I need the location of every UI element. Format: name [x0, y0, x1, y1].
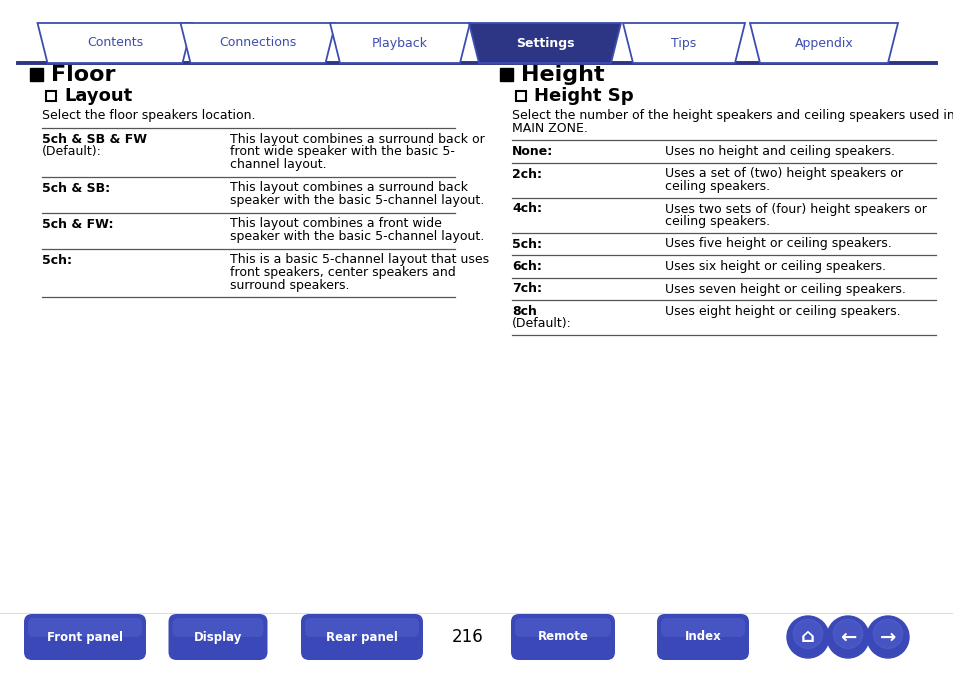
Text: front wide speaker with the basic 5-: front wide speaker with the basic 5- [230, 145, 455, 159]
Text: Uses seven height or ceiling speakers.: Uses seven height or ceiling speakers. [664, 283, 905, 295]
Circle shape [832, 619, 862, 649]
Text: 216: 216 [452, 628, 483, 646]
Text: This layout combines a surround back or: This layout combines a surround back or [230, 133, 484, 146]
Text: This is a basic 5-channel layout that uses: This is a basic 5-channel layout that us… [230, 254, 489, 267]
Polygon shape [180, 23, 335, 63]
FancyBboxPatch shape [172, 618, 263, 637]
Text: This layout combines a surround back: This layout combines a surround back [230, 182, 468, 194]
FancyBboxPatch shape [515, 618, 610, 637]
Text: 7ch:: 7ch: [512, 283, 541, 295]
Text: 6ch:: 6ch: [512, 260, 541, 273]
Text: Rear panel: Rear panel [326, 631, 397, 643]
Text: Index: Index [684, 631, 720, 643]
Text: front speakers, center speakers and: front speakers, center speakers and [230, 266, 456, 279]
Text: Settings: Settings [516, 36, 574, 50]
Text: channel layout.: channel layout. [230, 158, 326, 171]
FancyBboxPatch shape [28, 618, 142, 637]
Text: Height: Height [520, 65, 604, 85]
Text: Appendix: Appendix [794, 36, 853, 50]
Text: Uses no height and ceiling speakers.: Uses no height and ceiling speakers. [664, 145, 894, 158]
Text: ←: ← [839, 627, 855, 647]
FancyBboxPatch shape [24, 614, 146, 660]
Circle shape [826, 616, 868, 658]
Text: This layout combines a front wide: This layout combines a front wide [230, 217, 441, 230]
Text: Connections: Connections [219, 36, 296, 50]
Text: (Default):: (Default): [42, 145, 102, 159]
Text: 8ch: 8ch [512, 305, 537, 318]
Text: Uses a set of (two) height speakers or: Uses a set of (two) height speakers or [664, 168, 902, 180]
Text: Tips: Tips [671, 36, 696, 50]
FancyBboxPatch shape [169, 614, 267, 660]
Text: 2ch:: 2ch: [512, 168, 541, 180]
Text: Select the number of the height speakers and ceiling speakers used in: Select the number of the height speakers… [512, 110, 953, 122]
Text: speaker with the basic 5-channel layout.: speaker with the basic 5-channel layout. [230, 230, 484, 243]
FancyBboxPatch shape [305, 618, 418, 637]
Text: Uses five height or ceiling speakers.: Uses five height or ceiling speakers. [664, 238, 891, 250]
Text: ceiling speakers.: ceiling speakers. [664, 180, 769, 193]
Bar [499, 68, 513, 81]
Text: 5ch:: 5ch: [42, 254, 71, 267]
Circle shape [793, 619, 821, 649]
Text: Layout: Layout [64, 87, 132, 105]
Text: 4ch:: 4ch: [512, 203, 541, 215]
Text: Remote: Remote [537, 631, 588, 643]
Text: 5ch & SB:: 5ch & SB: [42, 182, 110, 194]
Text: Uses eight height or ceiling speakers.: Uses eight height or ceiling speakers. [664, 305, 900, 318]
FancyBboxPatch shape [301, 614, 422, 660]
Bar [516, 91, 525, 101]
Text: 5ch & SB & FW: 5ch & SB & FW [42, 133, 147, 146]
Text: 5ch:: 5ch: [512, 238, 541, 250]
Text: None:: None: [512, 145, 553, 158]
Polygon shape [622, 23, 744, 63]
Text: Uses six height or ceiling speakers.: Uses six height or ceiling speakers. [664, 260, 885, 273]
Text: Display: Display [193, 631, 242, 643]
Text: Height Sp: Height Sp [534, 87, 633, 105]
Text: Playback: Playback [372, 36, 428, 50]
Polygon shape [469, 23, 620, 63]
Text: →: → [879, 627, 895, 647]
Polygon shape [749, 23, 897, 63]
Text: 5ch & FW:: 5ch & FW: [42, 217, 113, 230]
Text: Floor: Floor [51, 65, 115, 85]
Text: Contents: Contents [87, 36, 143, 50]
Text: Uses two sets of (four) height speakers or: Uses two sets of (four) height speakers … [664, 203, 926, 215]
Circle shape [786, 616, 828, 658]
Text: Select the floor speakers location.: Select the floor speakers location. [42, 110, 255, 122]
Bar [30, 68, 43, 81]
Polygon shape [330, 23, 470, 63]
Text: ⌂: ⌂ [801, 627, 814, 647]
Text: speaker with the basic 5-channel layout.: speaker with the basic 5-channel layout. [230, 194, 484, 207]
Text: MAIN ZONE.: MAIN ZONE. [512, 122, 587, 135]
Bar [46, 91, 56, 101]
Circle shape [866, 616, 908, 658]
Text: ceiling speakers.: ceiling speakers. [664, 215, 769, 228]
FancyBboxPatch shape [511, 614, 615, 660]
Text: Front panel: Front panel [47, 631, 123, 643]
FancyBboxPatch shape [660, 618, 744, 637]
Polygon shape [37, 23, 193, 63]
FancyBboxPatch shape [657, 614, 748, 660]
Text: surround speakers.: surround speakers. [230, 279, 349, 291]
Text: (Default):: (Default): [512, 318, 571, 330]
Circle shape [872, 619, 902, 649]
